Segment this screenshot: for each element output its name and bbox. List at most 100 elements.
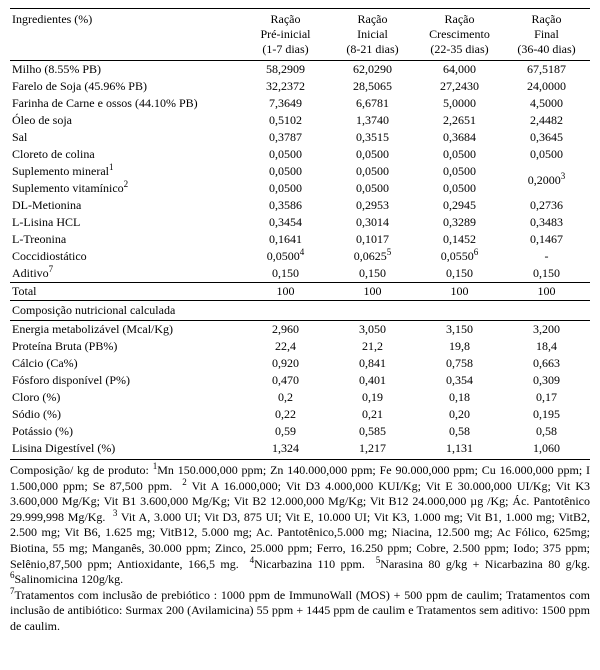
ingredient-value: 0,1452 (416, 231, 503, 248)
ingredient-value: 0,3289 (416, 214, 503, 231)
nutrition-row: Lisina Digestível (%)1,3241,2171,1311,06… (10, 440, 590, 457)
ingredient-name: L-Lisina HCL (10, 214, 242, 231)
nutrition-value: 0,309 (503, 372, 590, 389)
total-v4: 100 (503, 283, 590, 301)
ingredient-row: Suplemento mineral10,05000,05000,05000,2… (10, 163, 590, 180)
ingredient-value: 0,3014 (329, 214, 416, 231)
nutrition-name: Proteína Bruta (PB%) (10, 338, 242, 355)
ingredient-value: 0,2736 (503, 197, 590, 214)
header-crescimento: RaçãoCrescimento(22-35 dias) (416, 9, 503, 61)
nutrition-value: 19,8 (416, 338, 503, 355)
ingredient-name: Suplemento mineral1 (10, 163, 242, 180)
ingredient-name: Coccidiostático (10, 248, 242, 265)
table-header-row: Ingredientes (%) RaçãoPré-inicial(1-7 di… (10, 9, 590, 61)
ingredient-value: 0,0500 (503, 146, 590, 163)
nutrition-row: Fósforo disponível (P%)0,4700,4010,3540,… (10, 372, 590, 389)
nutrition-value: 0,663 (503, 355, 590, 372)
ingredient-name: Farelo de Soja (45.96% PB) (10, 78, 242, 95)
nutrition-value: 21,2 (329, 338, 416, 355)
nutrition-name: Cloro (%) (10, 389, 242, 406)
ingredient-value: 4,5000 (503, 95, 590, 112)
nutrition-value: 1,060 (503, 440, 590, 457)
ingredient-value: 0,0500 (416, 180, 503, 197)
ingredient-row: Sal0,37870,35150,36840,3645 (10, 129, 590, 146)
nutrition-value: 1,324 (242, 440, 329, 457)
nutrition-value: 0,841 (329, 355, 416, 372)
nutrition-row: Sódio (%)0,220,210,200,195 (10, 406, 590, 423)
nutrition-section-row: Composição nutricional calculada (10, 301, 590, 321)
nutrition-value: 0,585 (329, 423, 416, 440)
ingredient-value: 0,1017 (329, 231, 416, 248)
total-v2: 100 (329, 283, 416, 301)
ingredient-value: 0,0500 (242, 163, 329, 180)
ingredient-value: 0,3586 (242, 197, 329, 214)
ingredient-value: 6,6781 (329, 95, 416, 112)
ingredient-value: 0,0500 (242, 180, 329, 197)
nutrition-value: 0,2 (242, 389, 329, 406)
ingredient-value: 0,2953 (329, 197, 416, 214)
nutrition-value: 0,59 (242, 423, 329, 440)
ingredient-value: 0,0500 (242, 146, 329, 163)
ingredient-value: 0,150 (242, 265, 329, 283)
nutrition-value: 0,195 (503, 406, 590, 423)
ingredient-name: Óleo de soja (10, 112, 242, 129)
ingredient-row: Óleo de soja0,51021,37402,26512,4482 (10, 112, 590, 129)
feed-composition-table: Ingredientes (%) RaçãoPré-inicial(1-7 di… (10, 8, 590, 457)
nutrition-value: 0,401 (329, 372, 416, 389)
ingredient-value: 64,000 (416, 61, 503, 79)
ingredient-row: Milho (8.55% PB)58,290962,029064,00067,5… (10, 61, 590, 79)
ingredient-value: 0,3645 (503, 129, 590, 146)
nutrition-row: Proteína Bruta (PB%)22,421,219,818,4 (10, 338, 590, 355)
total-v3: 100 (416, 283, 503, 301)
ingredient-value: 0,3515 (329, 129, 416, 146)
ingredient-value: 67,5187 (503, 61, 590, 79)
ingredient-value: 2,2651 (416, 112, 503, 129)
ingredient-row: Coccidiostático0,050040,062550,05506- (10, 248, 590, 265)
ingredient-value: 0,05506 (416, 248, 503, 265)
nutrition-value: 0,920 (242, 355, 329, 372)
nutrition-value: 3,050 (329, 321, 416, 339)
nutrition-name: Sódio (%) (10, 406, 242, 423)
nutrition-name: Lisina Digestível (%) (10, 440, 242, 457)
ingredient-name: Farinha de Carne e ossos (44.10% PB) (10, 95, 242, 112)
nutrition-value: 0,58 (503, 423, 590, 440)
ingredient-value: 0,150 (329, 265, 416, 283)
ingredient-value: 0,0500 (329, 180, 416, 197)
header-inicial: RaçãoInicial(8-21 dias) (329, 9, 416, 61)
ingredient-name: Suplemento vitamínico2 (10, 180, 242, 197)
nutrition-value: 0,354 (416, 372, 503, 389)
ingredient-value: 0,20003 (503, 163, 590, 197)
total-row: Total 100 100 100 100 (10, 283, 590, 301)
ingredient-value: 5,0000 (416, 95, 503, 112)
ingredient-row: DL-Metionina0,35860,29530,29450,2736 (10, 197, 590, 214)
nutrition-row: Cálcio (Ca%)0,9200,8410,7580,663 (10, 355, 590, 372)
nutrition-value: 3,150 (416, 321, 503, 339)
nutrition-value: 0,758 (416, 355, 503, 372)
ingredient-value: 0,1641 (242, 231, 329, 248)
nutrition-value: 2,960 (242, 321, 329, 339)
nutrition-value: 0,58 (416, 423, 503, 440)
nutrition-value: 3,200 (503, 321, 590, 339)
nutrition-value: 0,17 (503, 389, 590, 406)
ingredient-value: 0,3787 (242, 129, 329, 146)
ingredient-row: Farelo de Soja (45.96% PB)32,237228,5065… (10, 78, 590, 95)
nutrition-row: Energia metabolizável (Mcal/Kg)2,9603,05… (10, 321, 590, 339)
ingredient-value: - (503, 248, 590, 265)
ingredient-value: 0,0500 (416, 146, 503, 163)
nutrition-value: 18,4 (503, 338, 590, 355)
ingredient-row: Farinha de Carne e ossos (44.10% PB)7,36… (10, 95, 590, 112)
ingredient-value: 0,1467 (503, 231, 590, 248)
nutrition-name: Energia metabolizável (Mcal/Kg) (10, 321, 242, 339)
nutrition-value: 0,22 (242, 406, 329, 423)
nutrition-name: Cálcio (Ca%) (10, 355, 242, 372)
ingredient-value: 0,06255 (329, 248, 416, 265)
ingredient-value: 0,0500 (416, 163, 503, 180)
ingredient-value: 27,2430 (416, 78, 503, 95)
ingredient-row: L-Treonina0,16410,10170,14520,1467 (10, 231, 590, 248)
footnotes-text: Composição/ kg de produto: 1Mn 150.000,0… (10, 463, 590, 635)
ingredient-value: 7,3649 (242, 95, 329, 112)
ingredient-value: 28,5065 (329, 78, 416, 95)
ingredient-value: 58,2909 (242, 61, 329, 79)
header-final: RaçãoFinal(36-40 dias) (503, 9, 590, 61)
ingredient-name: Cloreto de colina (10, 146, 242, 163)
